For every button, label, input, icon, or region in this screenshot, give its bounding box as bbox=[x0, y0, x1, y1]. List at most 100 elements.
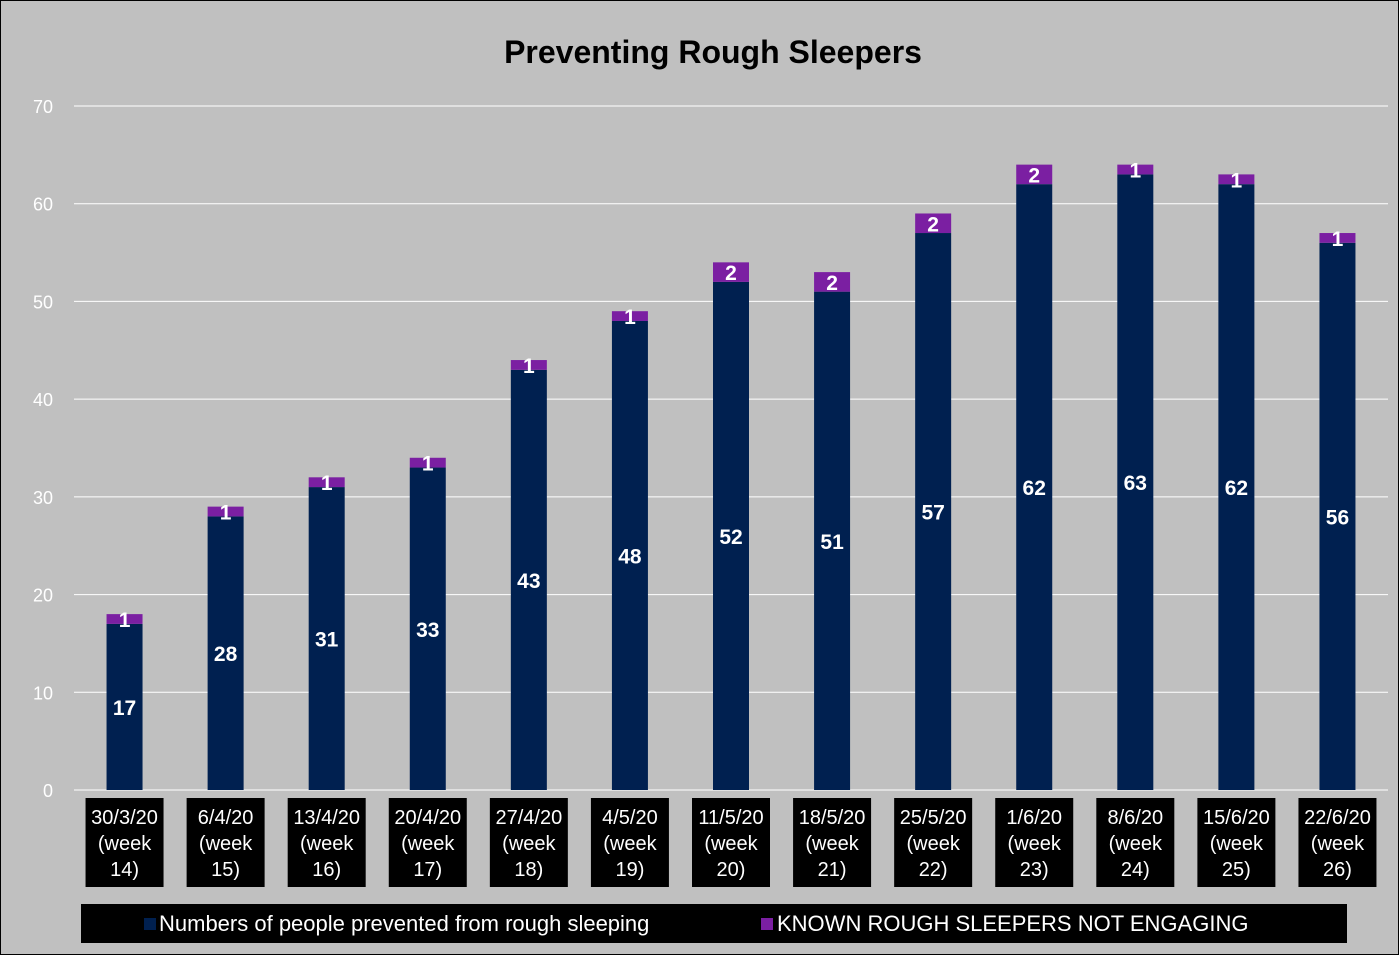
x-category: 13/4/20 (week 16) bbox=[287, 798, 366, 887]
x-category-label: (week bbox=[401, 833, 455, 855]
y-tick-label: 30 bbox=[33, 488, 53, 508]
x-category-label: 19) bbox=[615, 859, 644, 881]
x-category-box bbox=[186, 798, 265, 887]
x-category-box bbox=[995, 798, 1074, 887]
data-label-not-engaging: 1 bbox=[119, 609, 131, 632]
bar-prevented bbox=[1218, 184, 1255, 790]
x-category-label: 18/5/20 bbox=[799, 807, 866, 829]
x-category-label: 13/4/20 bbox=[293, 807, 360, 829]
data-label-prevented: 51 bbox=[820, 531, 844, 554]
y-tick-label: 50 bbox=[33, 292, 53, 312]
x-category-label: 21) bbox=[818, 859, 847, 881]
x-category: 18/5/20 (week 21) bbox=[793, 798, 872, 887]
x-category-label: 1/6/20 bbox=[1006, 807, 1062, 829]
bar-prevented bbox=[611, 320, 648, 790]
y-tick-label: 60 bbox=[33, 195, 53, 215]
data-label-prevented: 52 bbox=[719, 526, 742, 549]
x-category-label: (week bbox=[1008, 833, 1062, 855]
data-label-not-engaging: 2 bbox=[1028, 164, 1040, 187]
x-category-label: 26) bbox=[1323, 859, 1352, 881]
legend-label: KNOWN ROUGH SLEEPERS NOT ENGAGING bbox=[777, 911, 1248, 936]
data-label-not-engaging: 1 bbox=[220, 502, 232, 525]
x-category-box bbox=[793, 798, 872, 887]
data-label-not-engaging: 1 bbox=[624, 306, 636, 329]
x-category-label: (week bbox=[805, 833, 859, 855]
x-category-label: (week bbox=[1210, 833, 1264, 855]
data-label-not-engaging: 2 bbox=[826, 272, 838, 295]
bar-prevented bbox=[915, 233, 952, 790]
x-category-box bbox=[388, 798, 467, 887]
data-label-not-engaging: 1 bbox=[1129, 160, 1141, 183]
y-tick-label: 40 bbox=[33, 390, 53, 410]
legend-label: Numbers of people prevented from rough s… bbox=[159, 911, 649, 936]
x-category-label: 25) bbox=[1222, 859, 1251, 881]
x-category-box bbox=[1197, 798, 1276, 887]
data-label-prevented: 33 bbox=[416, 619, 439, 642]
x-category-box bbox=[489, 798, 568, 887]
x-category: 25/5/20 (week 22) bbox=[894, 798, 973, 887]
bar-not-engaging bbox=[106, 614, 143, 624]
x-category-box bbox=[692, 798, 770, 887]
x-category-label: 6/4/20 bbox=[198, 807, 254, 829]
x-category-label: 8/6/20 bbox=[1108, 807, 1164, 829]
x-category-label: (week bbox=[199, 833, 253, 855]
bar-prevented bbox=[1117, 174, 1154, 790]
bar-prevented bbox=[814, 291, 851, 790]
bar-not-engaging bbox=[1319, 233, 1356, 243]
bar-prevented bbox=[1319, 242, 1356, 791]
x-category-label: 4/5/20 bbox=[602, 807, 658, 829]
bar-not-engaging bbox=[814, 272, 851, 292]
x-category-box bbox=[85, 798, 164, 887]
x-category: 1/6/20 (week 23) bbox=[995, 798, 1074, 887]
y-axis-tick-labels: 0 10 20 30 40 50 60 70 bbox=[33, 97, 53, 801]
data-label-prevented: 48 bbox=[618, 545, 642, 568]
bars bbox=[106, 164, 1356, 791]
x-category: 8/6/20 (week 24) bbox=[1096, 798, 1175, 887]
x-category-label: 27/4/20 bbox=[495, 807, 562, 829]
legend-swatch bbox=[761, 918, 773, 930]
data-labels: 17 1 28 1 31 1 33 1 43 1 48 1 52 2 51 2 57 2 62 2 63 1 62 1 56 1 bbox=[113, 160, 1349, 720]
data-label-prevented: 63 bbox=[1124, 472, 1147, 495]
bar-prevented bbox=[106, 623, 143, 790]
bar-not-engaging bbox=[308, 477, 345, 488]
bar-not-engaging bbox=[713, 262, 749, 282]
x-category-label: (week bbox=[1311, 833, 1365, 855]
x-category: 20/4/20 (week 17) bbox=[388, 798, 467, 887]
x-category-label: 23) bbox=[1020, 859, 1049, 881]
y-tick-label: 10 bbox=[33, 683, 53, 703]
x-category-label: (week bbox=[704, 833, 758, 855]
legend: Numbers of people prevented from rough s… bbox=[81, 904, 1347, 943]
x-category: 22/6/20 (week 26) bbox=[1298, 798, 1377, 887]
y-tick-label: 20 bbox=[33, 586, 53, 606]
x-category-label: 15/6/20 bbox=[1203, 807, 1270, 829]
x-category-label: 17) bbox=[413, 859, 442, 881]
x-category: 30/3/20 (week 14) bbox=[85, 798, 164, 887]
x-category: 6/4/20 (week 15) bbox=[186, 798, 265, 887]
data-label-prevented: 57 bbox=[921, 502, 944, 525]
data-label-prevented: 56 bbox=[1326, 506, 1349, 529]
x-category: 15/6/20 (week 25) bbox=[1197, 798, 1276, 887]
bar-not-engaging bbox=[207, 506, 244, 517]
chart-title: Preventing Rough Sleepers bbox=[504, 34, 922, 70]
legend-box bbox=[81, 904, 1347, 943]
bar-prevented bbox=[713, 281, 749, 790]
bar-not-engaging bbox=[1117, 164, 1154, 175]
bar-not-engaging bbox=[510, 360, 547, 370]
data-label-not-engaging: 1 bbox=[1231, 169, 1243, 192]
data-label-not-engaging: 1 bbox=[1332, 228, 1344, 251]
x-category-label: (week bbox=[98, 833, 152, 855]
x-category-label: 15) bbox=[211, 859, 240, 881]
bar-prevented bbox=[409, 467, 446, 790]
x-category-box bbox=[894, 798, 973, 887]
x-category-label: (week bbox=[906, 833, 960, 855]
data-label-not-engaging: 1 bbox=[523, 355, 535, 378]
x-category-label: (week bbox=[1109, 833, 1163, 855]
x-category-label: 11/5/20 bbox=[698, 807, 763, 829]
data-label-not-engaging: 1 bbox=[422, 453, 434, 476]
bar-not-engaging bbox=[409, 457, 446, 468]
data-label-prevented: 17 bbox=[113, 697, 136, 720]
x-category: 4/5/20 (week 19) bbox=[590, 798, 669, 887]
x-category-label: 22) bbox=[919, 859, 948, 881]
